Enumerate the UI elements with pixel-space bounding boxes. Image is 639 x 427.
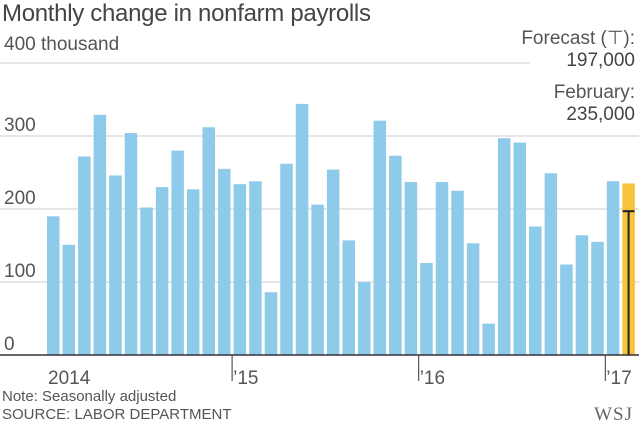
- bar: [451, 190, 464, 355]
- bar: [124, 133, 138, 355]
- x-tick-label: ’17: [606, 368, 631, 389]
- bar: [93, 114, 107, 355]
- chart-source: SOURCE: LABOR DEPARTMENT: [2, 406, 232, 423]
- bar: [233, 184, 247, 355]
- bar: [420, 263, 433, 355]
- bar: [47, 216, 60, 355]
- x-tick-label: ’15: [233, 368, 258, 389]
- chart-note: Note: Seasonally adjusted: [2, 388, 177, 405]
- bar: [560, 264, 573, 355]
- bar: [373, 120, 387, 355]
- bar: [435, 181, 449, 355]
- bar: [513, 142, 526, 355]
- bar: [326, 169, 340, 355]
- forecast-label: Forecast (⊤):: [521, 28, 635, 49]
- bar: [171, 150, 184, 355]
- bar: [404, 181, 418, 355]
- bar: [389, 155, 402, 355]
- bar: [109, 175, 122, 355]
- bar: [155, 187, 169, 355]
- bar: [264, 292, 278, 355]
- forecast-value: 197,000: [566, 50, 635, 71]
- february-label: February:: [553, 82, 635, 103]
- bar: [529, 226, 542, 355]
- bar: [280, 163, 293, 355]
- bar: [466, 243, 480, 355]
- x-tick-label: 2014: [48, 368, 91, 389]
- x-tick-label: ’16: [420, 368, 445, 389]
- bar: [186, 189, 200, 355]
- bar: [62, 244, 76, 355]
- bar: [140, 207, 153, 355]
- chart-title: Monthly change in nonfarm payrolls: [2, 0, 371, 27]
- y-axis-unit-label: 400 thousand: [4, 34, 120, 55]
- y-tick-label: 0: [4, 334, 15, 355]
- y-tick-label: 200: [4, 188, 36, 209]
- february-annotation: February: 235,000: [554, 82, 635, 126]
- bar: [575, 235, 589, 355]
- february-value: 235,000: [566, 104, 635, 125]
- bar: [544, 173, 558, 355]
- bar: [591, 241, 604, 355]
- y-tick-label: 100: [4, 261, 36, 282]
- bar: [218, 168, 231, 355]
- y-tick-label: 300: [4, 115, 36, 136]
- bar: [342, 240, 355, 355]
- bar: [482, 323, 495, 355]
- bar: [606, 181, 620, 355]
- bar: [249, 181, 262, 355]
- wsj-logo: WSJ: [594, 404, 633, 425]
- bar: [311, 204, 324, 355]
- bar: [78, 156, 91, 355]
- bar: [358, 282, 371, 355]
- bar: [295, 103, 309, 355]
- forecast-annotation: Forecast (⊤): 197,000: [521, 28, 635, 72]
- bar: [497, 138, 511, 355]
- bar: [202, 127, 215, 356]
